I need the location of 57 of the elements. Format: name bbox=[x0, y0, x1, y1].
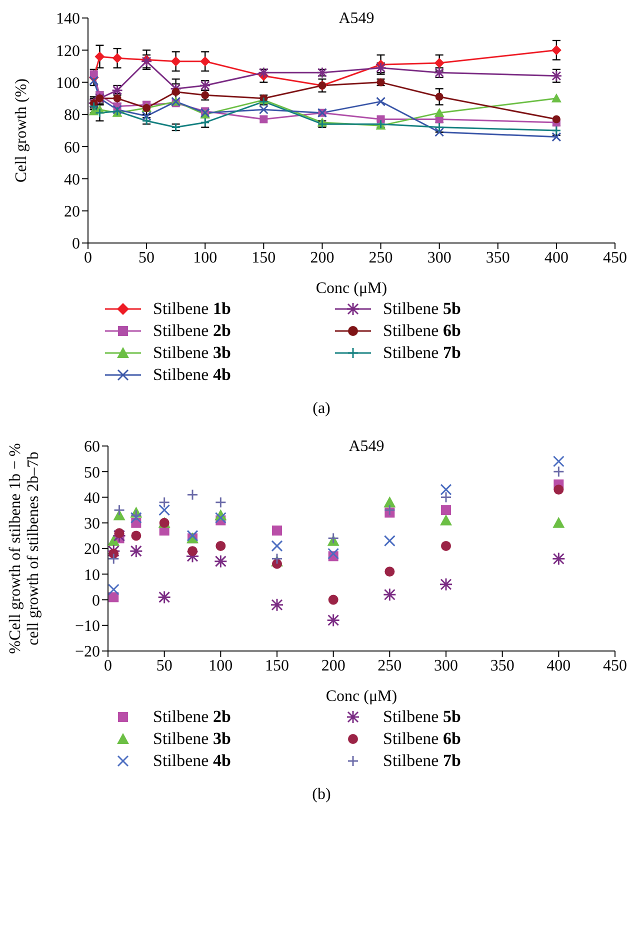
y-tick-label: 40 bbox=[84, 490, 100, 507]
y-tick-label: 60 bbox=[64, 139, 80, 156]
x-tick-label: 150 bbox=[252, 249, 276, 266]
y-tick-label: 20 bbox=[84, 541, 100, 558]
legend-label: Stilbene 4b bbox=[153, 365, 231, 385]
y-axis-title: Cell growth (%) bbox=[13, 78, 30, 182]
x-tick-label: 200 bbox=[321, 657, 346, 674]
legend-label: Stilbene 2b bbox=[153, 707, 231, 727]
legend-label: Stilbene 6b bbox=[383, 729, 461, 749]
y-tick-label: −20 bbox=[74, 644, 100, 661]
legend-label: Stilbene 3b bbox=[153, 343, 231, 363]
x-tick-label: 250 bbox=[368, 249, 393, 266]
x-axis-title: Conc (μM) bbox=[316, 280, 388, 297]
y-tick-label: 0 bbox=[72, 236, 80, 253]
y-tick-label: 20 bbox=[64, 204, 80, 221]
y-tick-label: 10 bbox=[84, 566, 100, 584]
y-tick-label: 100 bbox=[56, 74, 80, 92]
x-axis-title: Conc (μM) bbox=[326, 688, 398, 705]
text: (b) bbox=[311, 786, 332, 804]
legend-label: Stilbene 7b bbox=[383, 343, 461, 363]
legend-label: Stilbene 3b bbox=[153, 729, 231, 749]
y-tick-label: 50 bbox=[84, 464, 100, 482]
y-tick-label: 30 bbox=[84, 516, 100, 533]
legend-label: Stilbene 5b bbox=[383, 707, 461, 727]
x-tick-label: 400 bbox=[546, 657, 571, 674]
y-tick-label: 80 bbox=[64, 107, 80, 124]
x-tick-label: 400 bbox=[544, 249, 568, 266]
y-tick-label: 120 bbox=[56, 42, 80, 60]
legend-label: Stilbene 2b bbox=[153, 321, 231, 341]
y-axis-title: %Cell growth of stilbene 1b − % cell growth of stilbenes 2b–7b bbox=[7, 443, 42, 654]
legend-label: Stilbene 1b bbox=[153, 299, 231, 319]
x-tick-label: 50 bbox=[138, 249, 155, 266]
chart-title: A549 bbox=[338, 10, 376, 28]
x-tick-label: 300 bbox=[434, 657, 458, 674]
x-tick-label: 0 bbox=[104, 657, 112, 674]
legend-label: Stilbene 4b bbox=[153, 751, 231, 771]
legend-label: Stilbene 5b bbox=[383, 299, 461, 319]
x-tick-label: 350 bbox=[486, 249, 510, 266]
y-tick-label: 60 bbox=[84, 438, 100, 456]
y-tick-label: 0 bbox=[92, 592, 100, 610]
y-tick-label: 140 bbox=[56, 10, 80, 28]
x-tick-label: 100 bbox=[193, 249, 218, 266]
x-tick-label: 250 bbox=[378, 657, 402, 674]
x-tick-label: 150 bbox=[265, 657, 289, 674]
text: (a) bbox=[312, 400, 332, 418]
y-tick-label: −10 bbox=[74, 618, 100, 636]
legend-label: Stilbene 6b bbox=[383, 321, 461, 341]
x-tick-label: 100 bbox=[208, 657, 233, 674]
chart-title: A549 bbox=[348, 438, 386, 456]
x-tick-label: 450 bbox=[603, 657, 627, 674]
x-tick-label: 300 bbox=[427, 249, 452, 266]
x-tick-label: 450 bbox=[603, 249, 627, 266]
x-tick-label: 350 bbox=[490, 657, 514, 674]
y-tick-label: 40 bbox=[64, 171, 80, 188]
legend-label: Stilbene 7b bbox=[383, 751, 461, 771]
x-tick-label: 50 bbox=[156, 657, 172, 674]
x-tick-label: 200 bbox=[310, 249, 334, 266]
